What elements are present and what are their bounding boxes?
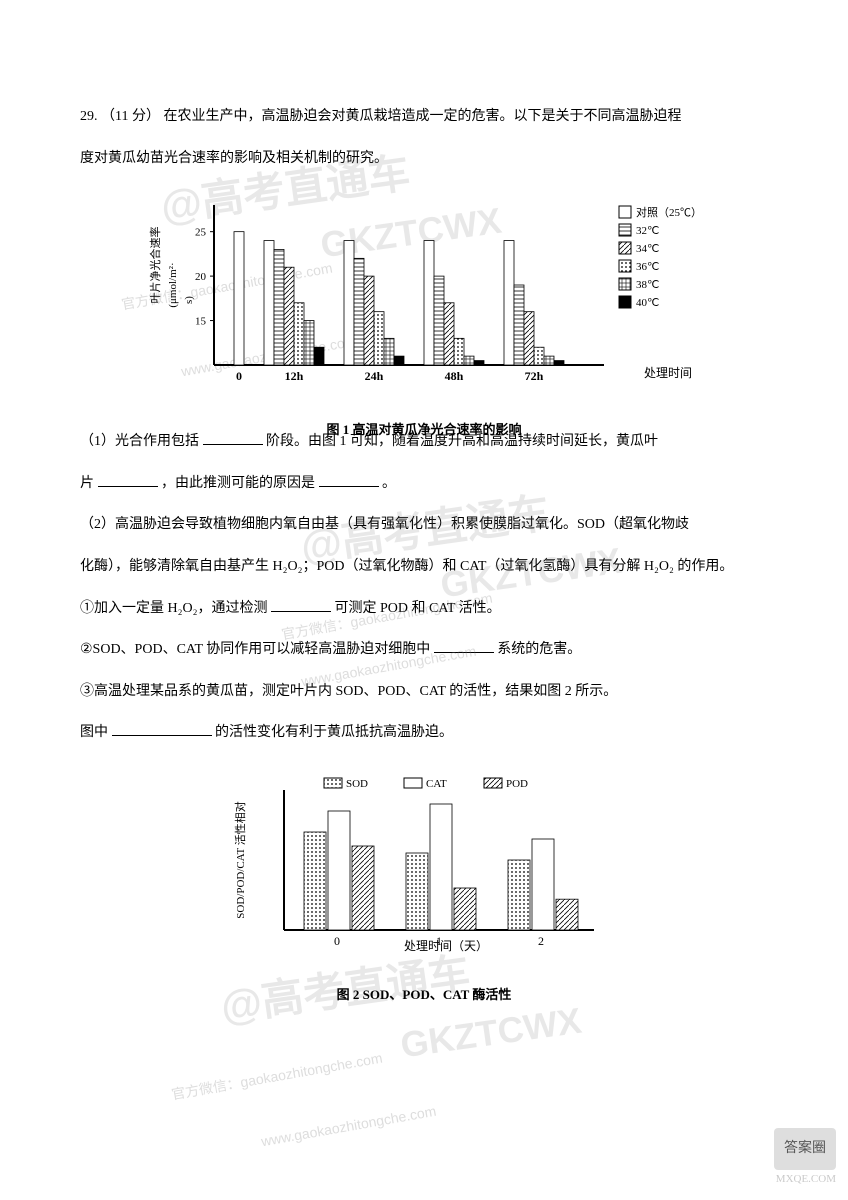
svg-text:叶片净光合速率: 叶片净光合速率 bbox=[148, 227, 162, 304]
para-2a: （2）高温胁迫会导致植物细胞内氧自由基（具有强氧化性）积累使膜脂过氧化。SOD（… bbox=[80, 508, 768, 542]
chart-2: SOD/POD/CAT 活性相对 012 处理时间（天） SODCATPOD 图… bbox=[214, 770, 634, 970]
answer-badge: 答案圈 bbox=[774, 1128, 836, 1170]
para-5: ③高温处理某品系的黄瓜苗，测定叶片内 SOD、POD、CAT 的活性，结果如图 … bbox=[80, 675, 768, 709]
svg-text:2: 2 bbox=[538, 934, 544, 948]
svg-text:对照（25℃）: 对照（25℃） bbox=[636, 205, 702, 219]
p4-a: ②SOD、POD、CAT 协同作用可以减轻高温胁迫对细胞中 bbox=[80, 642, 430, 657]
blank-4 bbox=[271, 598, 331, 612]
svg-text:36℃: 36℃ bbox=[636, 261, 659, 273]
svg-text:32℃: 32℃ bbox=[636, 225, 659, 237]
svg-text:38℃: 38℃ bbox=[636, 279, 659, 291]
svg-text:40℃: 40℃ bbox=[636, 297, 659, 309]
para-2b: 化酶），能够清除氧自由基产生 H₂O₂；POD（过氧化物酶）和 CAT（过氧化氢… bbox=[80, 550, 768, 584]
c1-ylabel-2: (μmol/m²· bbox=[167, 263, 179, 308]
p3-b: 可测定 POD 和 CAT 活性。 bbox=[334, 601, 500, 616]
para-1b: 片 ，由此推测可能的原因是 。 bbox=[80, 467, 768, 501]
chart-1: 15 20 25 叶片净光合速率 (μmol/m²· s) 0 12h 24h 48h 72… bbox=[124, 185, 724, 405]
blank-5 bbox=[434, 639, 494, 653]
para-3: ①加入一定量 H₂O₂，通过检测 可测定 POD 和 CAT 活性。 bbox=[80, 592, 768, 626]
chart-2-svg: SOD/POD/CAT 活性相对 012 处理时间（天） SODCATPOD bbox=[214, 770, 634, 970]
question-intro-2: 度对黄瓜幼苗光合速率的影响及相关机制的研究。 bbox=[80, 142, 768, 176]
svg-text:s): s) bbox=[183, 296, 195, 304]
svg-text:CAT: CAT bbox=[426, 778, 447, 790]
svg-text:POD: POD bbox=[506, 778, 528, 790]
svg-text:0: 0 bbox=[236, 369, 242, 383]
p1-c: 片 bbox=[80, 476, 94, 491]
para-6: 图中 的活性变化有利于黄瓜抵抗高温胁迫。 bbox=[80, 716, 768, 750]
p1-e: 。 bbox=[382, 476, 396, 491]
c1-ylabel-1: 叶片净光合速率 bbox=[148, 227, 162, 304]
svg-text:72h: 72h bbox=[525, 369, 544, 383]
p1-d: ，由此推测可能的原因是 bbox=[161, 476, 315, 491]
svg-text:48h: 48h bbox=[445, 369, 464, 383]
question-number: 29. bbox=[80, 109, 98, 124]
svg-text:34℃: 34℃ bbox=[636, 243, 659, 255]
c1-ylabel-3: s) bbox=[183, 296, 195, 304]
p3-a: ①加入一定量 H₂O₂，通过检测 bbox=[80, 601, 267, 616]
svg-text:25: 25 bbox=[195, 227, 207, 239]
svg-text:20: 20 bbox=[195, 271, 207, 283]
p4-b: 系统的危害。 bbox=[497, 642, 581, 657]
watermark-small-3: 官方微信：gaokaozhitongche.com bbox=[169, 1042, 386, 1112]
watermark-url-3: www.gaokaozhitongche.com bbox=[258, 1095, 439, 1159]
question-points: （11 分） bbox=[101, 109, 160, 124]
svg-text:SOD: SOD bbox=[346, 778, 368, 790]
svg-text:15: 15 bbox=[195, 316, 207, 328]
footer-url: MXQE.COM bbox=[776, 1166, 836, 1192]
c1-xlabel: 处理时间 bbox=[644, 366, 692, 380]
chart-1-caption: 图 1 高温对黄瓜净光合速率的影响 bbox=[124, 414, 724, 445]
svg-text:24h: 24h bbox=[365, 369, 384, 383]
blank-2 bbox=[98, 473, 158, 487]
para-4: ②SOD、POD、CAT 协同作用可以减轻高温胁迫对细胞中 系统的危害。 bbox=[80, 633, 768, 667]
question-line1: 在农业生产中，高温胁迫会对黄瓜栽培造成一定的危害。以下是关于不同高温胁迫程 bbox=[163, 109, 681, 124]
svg-text:(μmol/m²·: (μmol/m²· bbox=[167, 263, 179, 308]
c2-ylabel: SOD/POD/CAT 活性相对 bbox=[233, 801, 247, 918]
blank-6 bbox=[112, 722, 212, 736]
p6-a: 图中 bbox=[80, 725, 108, 740]
p6-b: 的活性变化有利于黄瓜抵抗高温胁迫。 bbox=[215, 725, 453, 740]
chart-1-svg: 15 20 25 叶片净光合速率 (μmol/m²· s) 0 12h 24h 48h 72… bbox=[124, 185, 724, 405]
question-intro: 29. （11 分） 在农业生产中，高温胁迫会对黄瓜栽培造成一定的危害。以下是关… bbox=[80, 100, 768, 134]
c2-xlabel: 处理时间（天） bbox=[404, 939, 488, 953]
chart-2-caption: 图 2 SOD、POD、CAT 酶活性 bbox=[214, 979, 634, 1010]
blank-3 bbox=[319, 473, 379, 487]
svg-text:12h: 12h bbox=[285, 369, 304, 383]
svg-text:0: 0 bbox=[334, 934, 340, 948]
